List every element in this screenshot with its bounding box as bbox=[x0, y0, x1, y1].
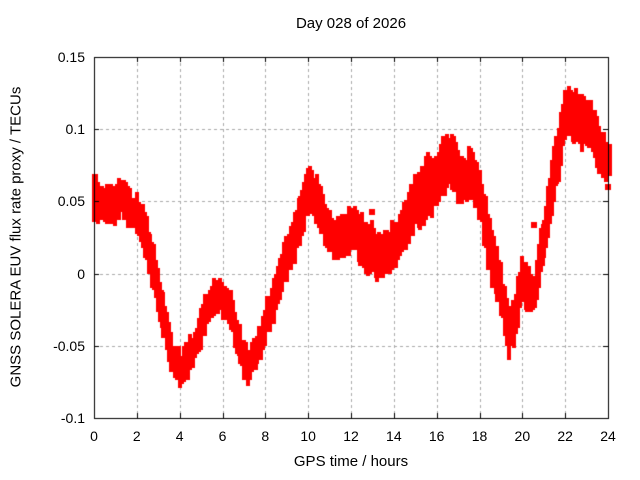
x-tick-label: 8 bbox=[261, 428, 270, 444]
y-tick-label: 0.15 bbox=[57, 49, 85, 65]
y-tick-label: 0 bbox=[77, 265, 85, 282]
x-tick-label: 16 bbox=[428, 428, 445, 444]
x-tick-label: 18 bbox=[471, 428, 488, 444]
x-tick-label: 24 bbox=[600, 428, 616, 444]
x-tick-label: 12 bbox=[343, 428, 359, 444]
x-tick-label: 22 bbox=[557, 428, 573, 444]
x-axis-label: GPS time / hours bbox=[293, 453, 409, 470]
x-tick-label: 14 bbox=[386, 428, 402, 444]
x-tick-label: 6 bbox=[218, 428, 227, 444]
y-axis-label: GNSS SOLERA EUV flux rate proxy / TECUs bbox=[7, 86, 25, 388]
x-tick-label: 4 bbox=[175, 428, 184, 444]
y-tick-label: 0.1 bbox=[65, 121, 85, 138]
x-tick-label: 0 bbox=[90, 428, 98, 444]
y-tick-label: -0.1 bbox=[60, 410, 85, 426]
x-tick-label: 10 bbox=[300, 428, 316, 444]
x-tick-label: 20 bbox=[514, 428, 531, 444]
y-tick-label: 0.05 bbox=[57, 193, 85, 210]
y-tick-label: -0.05 bbox=[53, 337, 85, 354]
x-tick-label: 2 bbox=[132, 428, 141, 444]
chart-title: Day 028 of 2026 bbox=[295, 15, 407, 32]
